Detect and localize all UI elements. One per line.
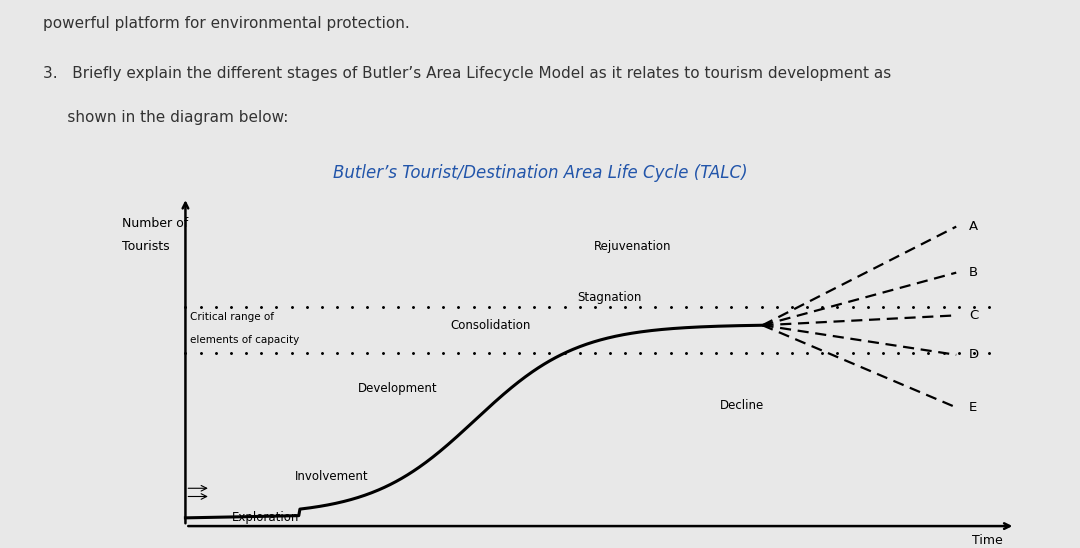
- Text: A: A: [969, 220, 978, 233]
- Text: Exploration: Exploration: [232, 511, 299, 524]
- Text: Consolidation: Consolidation: [450, 319, 531, 332]
- Text: Butler’s Tourist/Destination Area Life Cycle (TALC): Butler’s Tourist/Destination Area Life C…: [333, 164, 747, 182]
- Text: shown in the diagram below:: shown in the diagram below:: [43, 110, 288, 124]
- Text: E: E: [969, 401, 977, 414]
- Text: Tourists: Tourists: [122, 240, 170, 253]
- Text: Involvement: Involvement: [295, 470, 368, 483]
- Text: powerful platform for environmental protection.: powerful platform for environmental prot…: [43, 16, 410, 31]
- Text: 3.   Briefly explain the different stages of Butler’s Area Lifecycle Model as it: 3. Briefly explain the different stages …: [43, 66, 891, 81]
- Text: Number of: Number of: [122, 217, 189, 230]
- Text: Critical range of: Critical range of: [190, 312, 273, 322]
- Text: Stagnation: Stagnation: [577, 291, 642, 304]
- Text: Decline: Decline: [720, 399, 765, 413]
- Text: B: B: [969, 266, 978, 279]
- Text: elements of capacity: elements of capacity: [190, 335, 299, 345]
- Text: Development: Development: [359, 381, 437, 395]
- Text: Time: Time: [972, 534, 1002, 547]
- Text: D: D: [969, 349, 978, 361]
- Text: C: C: [969, 309, 978, 322]
- Text: Rejuvenation: Rejuvenation: [594, 240, 672, 253]
